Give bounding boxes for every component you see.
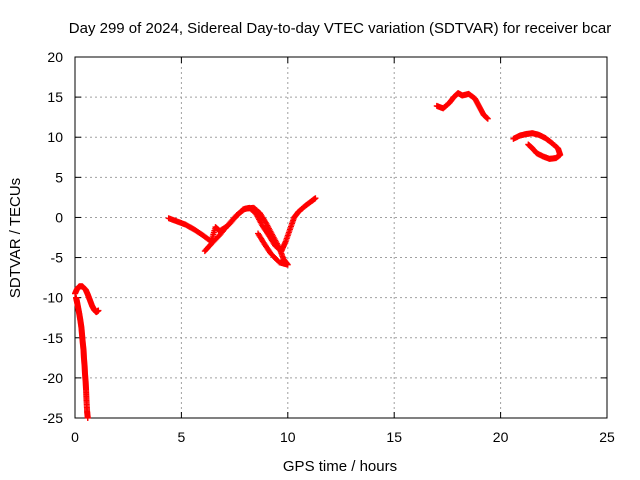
y-tick-label: 20 xyxy=(47,49,63,65)
y-tick-label: -25 xyxy=(43,410,63,426)
y-tick-label: 5 xyxy=(55,169,63,185)
series-arc4 xyxy=(510,130,564,162)
axis-ticks: 0 5 10 15 20 25 -25 -20 -15 -10 -5 0 5 10 15 20 xyxy=(43,49,615,445)
x-axis-label: GPS time / hours xyxy=(283,458,397,475)
plot-frame xyxy=(74,56,608,419)
data-point xyxy=(255,230,262,237)
data-point xyxy=(484,115,491,122)
x-tick-label: 15 xyxy=(386,429,402,445)
chart-title: Day 299 of 2024, Sidereal Day-to-day VTE… xyxy=(69,20,611,37)
x-tick-label: 25 xyxy=(599,429,615,445)
y-tick-label: -5 xyxy=(51,250,64,266)
grid-lines xyxy=(75,57,607,418)
x-tick-label: 5 xyxy=(178,429,186,445)
y-tick-label: 0 xyxy=(55,209,63,225)
series-arc2 xyxy=(165,195,319,255)
y-tick-label: -15 xyxy=(43,330,63,346)
data-point xyxy=(255,231,262,238)
y-tick-label: -10 xyxy=(43,290,63,306)
y-tick-label: -20 xyxy=(43,370,63,386)
series-arc1-drop xyxy=(73,294,91,421)
y-tick-label: 15 xyxy=(47,89,63,105)
data-point xyxy=(95,307,102,314)
series-arc1-loop xyxy=(72,283,102,316)
data-point xyxy=(312,195,319,202)
x-tick-label: 0 xyxy=(71,429,79,445)
data-point xyxy=(84,415,91,421)
x-tick-label: 10 xyxy=(280,429,296,445)
data-point xyxy=(525,141,532,148)
series-arc2-lower xyxy=(201,204,291,268)
y-axis-label: SDTVAR / TECUs xyxy=(7,178,24,298)
data-points xyxy=(72,90,564,421)
series-arc3 xyxy=(433,90,491,122)
x-tick-label: 20 xyxy=(493,429,509,445)
y-tick-label: 10 xyxy=(47,129,63,145)
